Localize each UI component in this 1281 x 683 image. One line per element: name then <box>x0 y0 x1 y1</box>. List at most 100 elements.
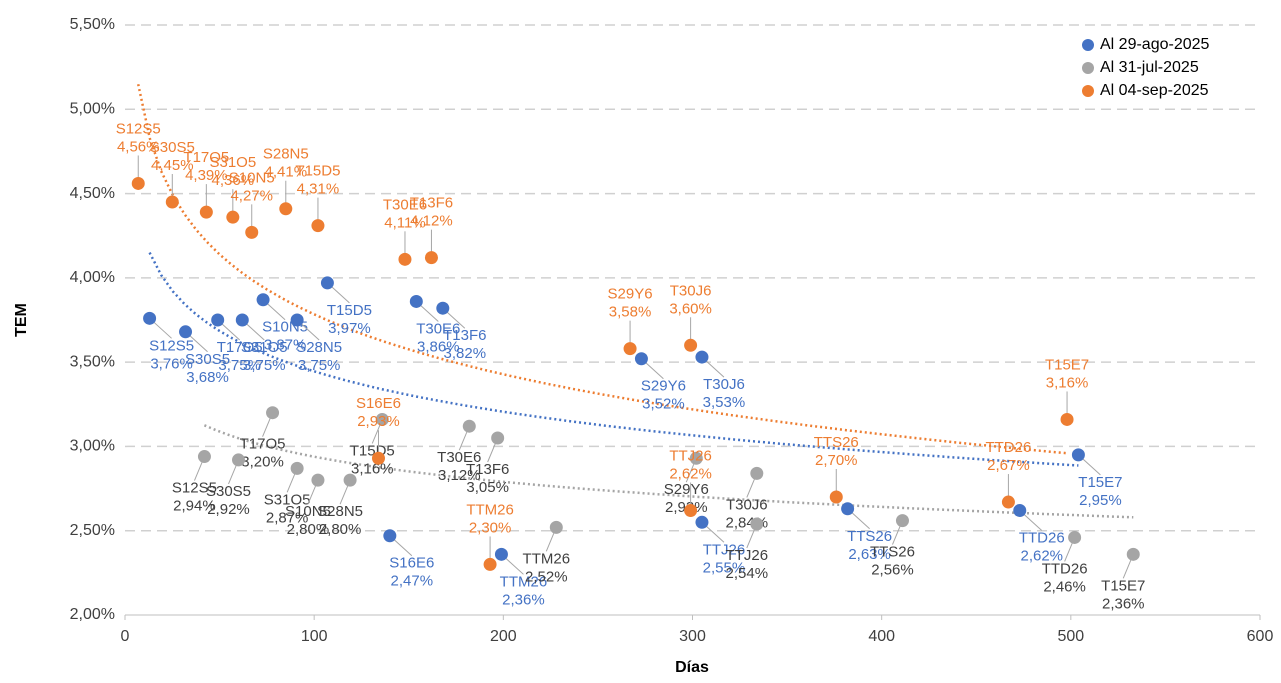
point <box>436 301 450 315</box>
value-label: 2,52% <box>525 568 568 585</box>
y-tick-label: 2,00% <box>70 606 115 623</box>
point <box>398 252 412 266</box>
point-label: T30J6 <box>726 496 768 513</box>
value-label: 2,46% <box>1043 578 1086 595</box>
point <box>290 461 304 475</box>
y-axis-title: TEM <box>13 303 30 337</box>
point-label: T30J6 <box>703 376 745 393</box>
point <box>623 342 637 356</box>
value-label: 2,30% <box>469 519 512 536</box>
value-label: 2,62% <box>1020 547 1063 564</box>
point-label: S31O5 <box>241 339 288 356</box>
y-tick-label: 5,50% <box>70 16 115 33</box>
x-tick-label: 500 <box>1057 628 1084 645</box>
value-label: 3,60% <box>669 300 712 317</box>
y-tick-label: 5,00% <box>70 101 115 118</box>
x-tick-label: 0 <box>121 628 130 645</box>
point <box>409 294 423 308</box>
point <box>424 251 438 265</box>
point-label: T15E7 <box>1101 577 1145 594</box>
trendline <box>136 83 1068 455</box>
point <box>179 325 193 339</box>
legend-marker <box>1082 85 1094 97</box>
point <box>226 210 240 224</box>
value-label: 3,97% <box>328 320 371 337</box>
point <box>197 450 211 464</box>
value-label: 4,11% <box>384 214 425 231</box>
value-label: 2,70% <box>815 452 858 469</box>
value-label: 2,93% <box>357 413 400 430</box>
value-label: 2,47% <box>391 573 434 590</box>
value-label: 4,27% <box>230 187 273 204</box>
point-label: T15E7 <box>1078 474 1122 491</box>
value-label: 3,12% <box>438 467 481 484</box>
point <box>1126 547 1140 561</box>
point-label: T13F6 <box>410 195 453 212</box>
point-label: TTD26 <box>1042 560 1088 577</box>
point-label: S16E6 <box>389 555 434 572</box>
point <box>245 225 259 239</box>
point <box>829 490 843 504</box>
value-label: 4,36% <box>212 172 255 189</box>
point <box>290 313 304 327</box>
value-label: 3,05% <box>466 479 509 496</box>
point <box>311 473 325 487</box>
value-label: 4,45% <box>151 157 194 174</box>
legend-label: Al 29-ago-2025 <box>1100 36 1210 53</box>
point-label: S12S5 <box>172 480 217 497</box>
point-label: S29Y6 <box>608 286 653 303</box>
point <box>211 313 225 327</box>
point-label: T15E7 <box>1045 356 1089 373</box>
x-tick-label: 300 <box>679 628 706 645</box>
point <box>684 338 698 352</box>
point <box>375 412 389 426</box>
x-tick-label: 400 <box>868 628 895 645</box>
value-label: 4,39% <box>185 167 228 184</box>
point-label: S29Y6 <box>664 481 709 498</box>
point-label: TTS26 <box>814 434 859 451</box>
y-tick-label: 3,50% <box>70 353 115 370</box>
value-label: 2,36% <box>502 591 545 608</box>
point-label: S30S5 <box>185 351 230 368</box>
point-label: S16E6 <box>356 395 401 412</box>
x-tick-label: 600 <box>1247 628 1274 645</box>
x-tick-label: 100 <box>301 628 328 645</box>
point <box>750 466 764 480</box>
legend-label: Al 04-sep-2025 <box>1100 82 1209 99</box>
point <box>634 352 648 366</box>
point-label: T13F6 <box>466 461 509 478</box>
point <box>235 313 249 327</box>
point-label: TTM26 <box>523 550 571 567</box>
value-label: 2,94% <box>173 498 216 515</box>
legend-marker <box>1082 39 1094 51</box>
value-label: 4,12% <box>410 213 453 230</box>
point-label: T30E6 <box>437 449 481 466</box>
point-label: S10N5 <box>229 169 275 186</box>
point-label: TTM26 <box>500 573 548 590</box>
value-label: 2,80% <box>287 521 330 538</box>
value-label: 3,87% <box>264 337 307 354</box>
point-label: T17O5 <box>240 436 286 453</box>
value-label: 3,76% <box>150 355 193 372</box>
value-label: 4,56% <box>117 138 160 155</box>
point <box>320 276 334 290</box>
point-label: TTS26 <box>870 544 915 561</box>
point <box>1071 448 1085 462</box>
point-label: T17O5 <box>217 339 263 356</box>
value-label: 3,82% <box>444 345 487 362</box>
value-label: 2,80% <box>319 521 362 538</box>
point-label: T17O5 <box>183 149 229 166</box>
point-label: T13F6 <box>443 327 486 344</box>
y-tick-label: 4,50% <box>70 185 115 202</box>
point-label: S28N5 <box>317 503 363 520</box>
point-label: TTJ26 <box>726 547 769 564</box>
point <box>266 406 280 420</box>
trendline <box>148 252 1079 467</box>
point <box>684 503 698 517</box>
value-label: 3,20% <box>241 454 284 471</box>
point-label: T30E6 <box>416 320 460 337</box>
value-label: 2,95% <box>1079 492 1122 509</box>
point-label: TTJ26 <box>669 447 712 464</box>
point <box>1013 503 1027 517</box>
